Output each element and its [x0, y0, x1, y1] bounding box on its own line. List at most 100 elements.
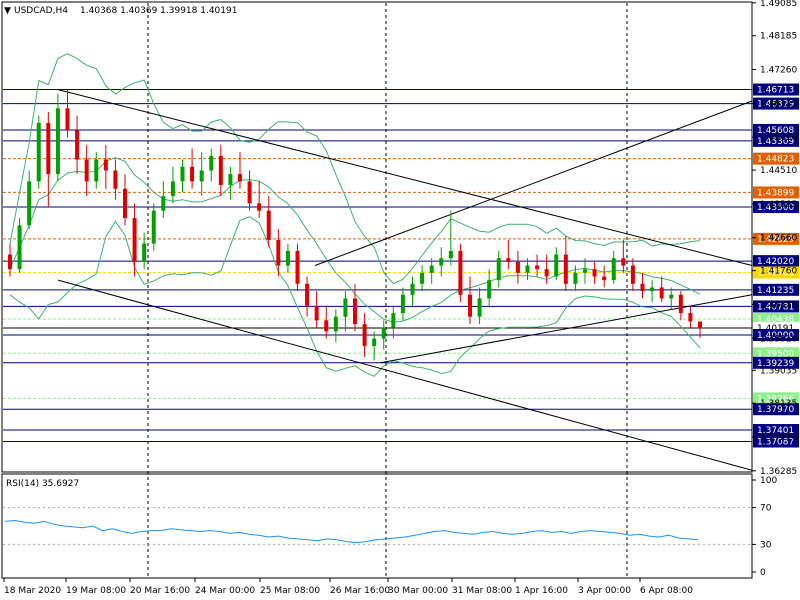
- level-tag-label: 1.37401: [757, 426, 794, 436]
- rsi-tick-label: 100: [760, 476, 777, 486]
- candle-body: [429, 265, 434, 273]
- level-tag: [753, 328, 799, 341]
- price-tick-label: 1.45410: [760, 133, 797, 143]
- level-tag-label: 1.46329: [757, 100, 794, 110]
- candle-body: [669, 294, 674, 299]
- candle-body: [592, 269, 597, 277]
- candle-body: [295, 250, 300, 284]
- candle-body: [94, 159, 99, 182]
- candle-body: [27, 181, 32, 226]
- symbol-dropdown-icon[interactable]: ▼: [4, 6, 11, 16]
- candles: [8, 89, 702, 361]
- level-tag: [753, 283, 799, 296]
- level-tag: [753, 201, 799, 214]
- rsi-tick-label: 70: [760, 504, 772, 514]
- time-tick-label: 30 Mar 00:00: [388, 586, 448, 596]
- time-tick-label: 31 Mar 08:00: [452, 586, 512, 596]
- candle-body: [142, 243, 147, 262]
- candle-body: [75, 130, 80, 160]
- trendline: [57, 279, 753, 471]
- bollinger-upper: [9, 53, 701, 285]
- candle-body: [468, 294, 472, 317]
- candle-body: [84, 159, 89, 182]
- level-tag-label: 1.42629: [757, 235, 794, 245]
- level-tag-label: 1.39239: [757, 359, 794, 369]
- level-tag-label: 1.45309: [757, 137, 794, 147]
- candle-body: [698, 321, 702, 329]
- time-tick-label: 19 Mar 08:00: [66, 586, 126, 596]
- price-tick-label: 1.46335: [760, 99, 797, 109]
- price-tick-label: 1.42660: [760, 234, 797, 244]
- level-tag: [753, 356, 799, 369]
- candle-body: [314, 305, 319, 321]
- rsi-tick-label: 30: [760, 540, 772, 550]
- candle-body: [535, 265, 540, 270]
- rsi-panel-border: [1, 473, 753, 579]
- rsi-indicator: 100 70 30 0: [3, 476, 777, 578]
- candle-body: [381, 327, 386, 339]
- candle-body: [477, 298, 482, 317]
- candle-body: [123, 188, 127, 218]
- candle-body: [439, 258, 444, 266]
- candle-body: [372, 338, 377, 346]
- time-tick-label: 18 Mar 2020: [4, 586, 61, 596]
- level-tag-label: 1.41708: [757, 269, 794, 279]
- candle-body: [285, 250, 290, 266]
- candle-body: [630, 265, 635, 284]
- candle-body: [17, 225, 22, 270]
- main-panel-border: [1, 1, 753, 473]
- price-tick-label: 1.40835: [760, 300, 797, 310]
- candle-body: [333, 316, 338, 332]
- time-tick-label: 25 Mar 08:00: [260, 586, 320, 596]
- candle-body: [151, 210, 156, 244]
- candle-body: [496, 258, 501, 281]
- level-tag: [753, 232, 799, 245]
- candle-body: [238, 174, 242, 182]
- candle-body: [55, 108, 60, 175]
- time-tick-label: 6 Apr 08:00: [640, 586, 693, 596]
- candle-body: [324, 320, 329, 332]
- price-axis: 1.49085 1.48185 1.47260 1.46335 1.45410 1.445…: [752, 0, 797, 477]
- candle-body: [554, 254, 559, 277]
- candle-body: [525, 265, 530, 273]
- candle-body: [228, 174, 233, 186]
- level-tag: [753, 97, 799, 110]
- candle-body: [343, 298, 348, 317]
- candle-body: [391, 313, 396, 328]
- candle-body: [583, 269, 587, 273]
- price-tick-label: 1.36285: [760, 467, 797, 477]
- candle-body: [170, 181, 175, 197]
- candle-body: [650, 287, 655, 292]
- level-tag-label: 1.40781: [757, 302, 794, 312]
- candle-body: [602, 276, 607, 281]
- level-tag-label: 1.40438: [757, 315, 794, 325]
- candle-body: [276, 239, 281, 266]
- time-tick-label: 24 Mar 00:00: [195, 586, 255, 596]
- candle-body: [46, 122, 51, 175]
- level-tag: [753, 255, 799, 268]
- candle-body: [209, 155, 214, 171]
- candle-body: [487, 280, 492, 299]
- candle-body: [573, 272, 578, 284]
- level-tag-label: 1.41235: [757, 286, 794, 296]
- rsi-tick-label: 0: [760, 568, 766, 578]
- level-tag-label: 1.43899: [757, 188, 794, 198]
- trendline: [314, 100, 753, 266]
- level-tag-label: 1.43500: [757, 203, 794, 213]
- candle-body: [640, 283, 645, 292]
- candle-body: [257, 203, 262, 211]
- rsi-line: [4, 519, 699, 544]
- candle-body: [36, 122, 41, 182]
- price-tick-label: 1.38135: [760, 399, 797, 409]
- level-tag-label: 1.40000: [757, 331, 794, 341]
- level-tag: [753, 186, 799, 199]
- price-tick-label: 1.47260: [760, 66, 797, 76]
- level-tag: [753, 123, 799, 136]
- price-tick-label: 1.39910: [760, 334, 797, 344]
- level-tag: [753, 403, 799, 416]
- candle-body: [190, 166, 195, 182]
- candle-body: [161, 196, 166, 211]
- level-tag: [753, 300, 799, 313]
- level-tag-label: 1.44823: [757, 155, 794, 165]
